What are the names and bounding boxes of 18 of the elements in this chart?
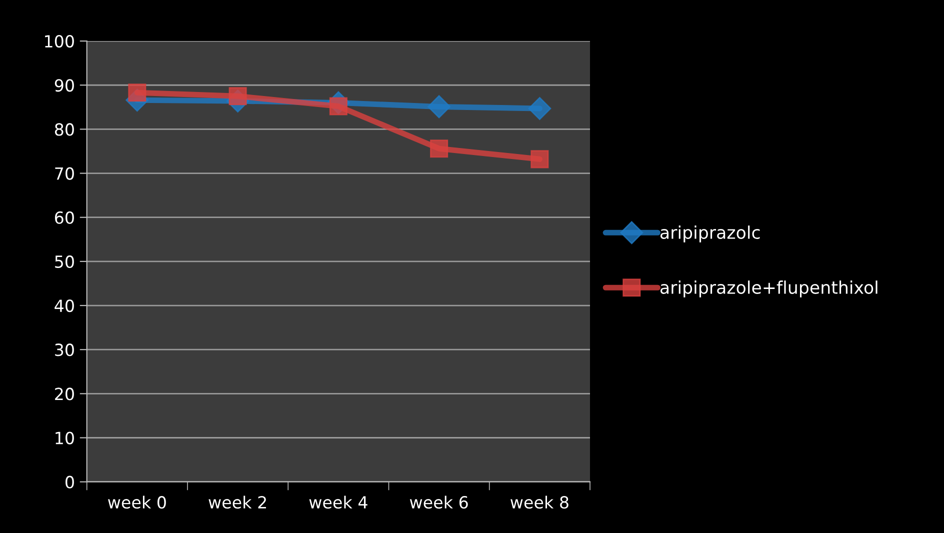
legend-label: aripiprazolc bbox=[660, 226, 760, 242]
y-tick-label: 100 bbox=[45, 35, 74, 48]
y-tick-label: 90 bbox=[54, 79, 74, 92]
y-tick-label: 40 bbox=[54, 299, 74, 312]
y-tick-label: 70 bbox=[55, 167, 74, 180]
y-tick-label: 60 bbox=[55, 211, 74, 224]
y-tick-label: 50 bbox=[55, 255, 74, 268]
y-tick-label: 30 bbox=[55, 344, 74, 356]
y-tick-label: 20 bbox=[55, 388, 74, 400]
y-tick-label: 80 bbox=[54, 123, 74, 136]
x-tick-label: week 4 bbox=[309, 496, 368, 509]
x-tick-label: week 0 bbox=[108, 496, 166, 509]
y-tick-label: 0 bbox=[66, 476, 74, 488]
x-tick-label: week 2 bbox=[208, 496, 266, 509]
x-tick-label: week 8 bbox=[510, 496, 568, 509]
x-tick-label: week 6 bbox=[410, 496, 468, 509]
legend-label: aripiprazole+flupenthixol bbox=[660, 280, 878, 298]
y-tick-label: 10 bbox=[56, 432, 74, 444]
